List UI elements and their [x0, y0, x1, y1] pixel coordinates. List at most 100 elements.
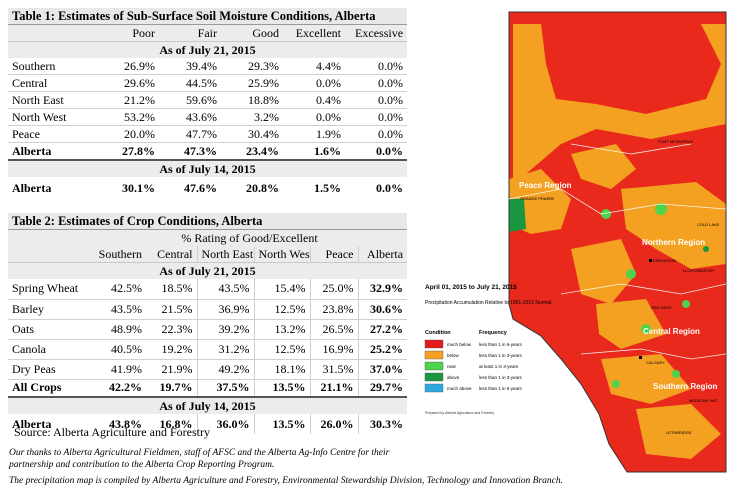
- cell: 16.9%: [309, 338, 358, 359]
- precipitation-fill: [509, 12, 726, 472]
- region-label: Northern Region: [642, 238, 705, 247]
- legend-frequency: less than 1 in 3-years: [479, 375, 523, 380]
- cell: 48.9%: [92, 318, 146, 339]
- cell: 30.1%: [122, 180, 155, 195]
- col-header: Excellent: [283, 24, 345, 42]
- row-label: Barley: [8, 298, 92, 319]
- cell: 20.8%: [246, 180, 279, 195]
- as-of-date: As of July 21, 2015: [8, 262, 408, 279]
- all-crops-row: All Crops 42.2% 19.7% 37.5% 13.5% 21.1% …: [8, 378, 408, 397]
- cell: 43.5%: [92, 298, 146, 319]
- cell: 21.5%: [146, 298, 197, 319]
- cell: 36.0%: [196, 414, 254, 434]
- cell: 25.9%: [221, 74, 283, 92]
- cell: 41.9%: [92, 358, 146, 379]
- city-label: COLD LAKE: [697, 222, 720, 227]
- cell: 25.2%: [357, 338, 408, 359]
- as-of-date: As of July 14, 2015: [8, 159, 408, 177]
- cell: 13.5%: [253, 378, 310, 397]
- col-header: North East: [196, 246, 254, 263]
- table-row: Peace 20.0% 47.7% 30.4% 1.9% 0.0%: [8, 125, 408, 143]
- legend-swatch: [424, 350, 444, 360]
- row-label: Alberta: [12, 180, 52, 195]
- as-of-date: As of July 14, 2015: [8, 396, 408, 414]
- cell: 19.7%: [146, 378, 197, 397]
- table1-title: Table 1: Estimates of Sub-Surface Soil M…: [8, 8, 408, 25]
- cell: 47.7%: [159, 125, 221, 143]
- cell: 26.5%: [309, 318, 358, 339]
- cell: 0.0%: [345, 74, 408, 92]
- legend-swatch: [424, 361, 444, 371]
- col-header: Southern: [92, 246, 146, 263]
- source-line: Source: Alberta Agriculture and Forestry: [14, 425, 210, 439]
- cell: 43.8%: [109, 416, 142, 431]
- cell: 39.4%: [186, 58, 217, 73]
- row-label: Peace: [8, 125, 97, 143]
- table-row: Central 29.6% 44.5% 25.9% 0.0% 0.0%: [8, 74, 408, 92]
- legend-condition: much above: [447, 386, 472, 391]
- row-label: North West: [8, 108, 97, 126]
- legend-frequency: less than 1 in 6-years: [479, 342, 523, 347]
- cell: 49.2%: [196, 358, 254, 379]
- row-label: Oats: [8, 318, 92, 339]
- row-label: Central: [8, 74, 97, 92]
- region-label: Peace Region: [519, 181, 572, 190]
- table-row: Oats 48.9% 22.3% 39.2% 13.2% 26.5% 27.2%: [8, 318, 408, 339]
- cell: 0.0%: [378, 58, 404, 73]
- city-label: LETHBRIDGE: [666, 430, 692, 435]
- region-label: Southern Region: [653, 382, 718, 391]
- col-header: North West: [253, 246, 310, 263]
- row-label: Canola: [8, 338, 92, 359]
- cell: 30.4%: [221, 125, 283, 143]
- legend: much below less than 1 in 6-years below les…: [424, 339, 523, 393]
- cell: 26.0%: [309, 414, 358, 434]
- cell: 15.4%: [253, 279, 310, 299]
- map-footer: Prepared by Alberta Agriculture and Fore…: [425, 411, 494, 415]
- alberta-previous-row: Alberta 43.8% 16.8% 36.0% 13.5% 26.0% 30…: [8, 414, 408, 434]
- cell: 59.6%: [159, 91, 221, 109]
- table-row: Spring Wheat 42.5% 18.5% 43.5% 15.4% 25.…: [8, 279, 408, 299]
- legend-frequency: less than 1 in 3-years: [479, 353, 523, 358]
- city-label: EDMONTON: [653, 258, 676, 263]
- cell: 1.9%: [283, 125, 345, 143]
- cell: 53.2%: [97, 108, 159, 126]
- cell: 44.5%: [159, 74, 221, 92]
- cell: 21.1%: [309, 378, 358, 397]
- cell: 0.0%: [345, 142, 408, 160]
- thanks-note: Our thanks to Alberta Agricultural Field…: [9, 448, 390, 470]
- map-credit-note: The precipitation map is compiled by Alb…: [9, 476, 564, 486]
- legend-frequency: at least 1 in 3-years: [479, 364, 519, 369]
- cell: 0.4%: [283, 91, 345, 109]
- row-label: Alberta: [8, 142, 97, 160]
- row-label: Southern: [12, 58, 56, 73]
- city-label: RED DEER: [651, 305, 672, 310]
- table-row: Barley 43.5% 21.5% 36.9% 12.5% 23.8% 30.…: [8, 298, 408, 319]
- cell: 26.9%: [124, 58, 155, 73]
- cell: 31.5%: [309, 358, 358, 379]
- cell: 19.2%: [146, 338, 197, 359]
- cell: 4.4%: [316, 58, 341, 73]
- cell: 43.5%: [196, 279, 254, 299]
- cell: 30.6%: [357, 298, 408, 319]
- table-row: Dry Peas 41.9% 21.9% 49.2% 18.1% 31.5% 3…: [8, 358, 408, 379]
- cell: 0.0%: [283, 74, 345, 92]
- cell: 36.9%: [196, 298, 254, 319]
- col-header: Central: [146, 246, 197, 263]
- soil-moisture-table: Table 1: Estimates of Sub-Surface Soil M…: [8, 8, 408, 199]
- col-header: Excessive: [345, 24, 408, 42]
- cell: 18.8%: [221, 91, 283, 109]
- cell: 18.5%: [161, 281, 193, 296]
- row-label: Alberta: [12, 416, 52, 431]
- cell: 30.3%: [357, 414, 408, 434]
- cell: 12.5%: [253, 298, 310, 319]
- cell: 1.5%: [314, 180, 341, 195]
- crop-conditions-table: Table 2: Estimates of Crop Conditions, A…: [8, 213, 408, 434]
- calgary-marker: [639, 356, 642, 359]
- table-row: North West 53.2% 43.6% 3.2% 0.0% 0.0%: [8, 108, 408, 126]
- cell: 32.9%: [357, 279, 408, 299]
- city-label: FORT MCMURRAY: [658, 139, 693, 144]
- legend-header: Condition: [425, 330, 451, 336]
- cell: 0.0%: [283, 108, 345, 126]
- alberta-total-row: Alberta 27.8% 47.3% 23.4% 1.6% 0.0%: [8, 142, 408, 160]
- col-header: Good: [221, 24, 283, 42]
